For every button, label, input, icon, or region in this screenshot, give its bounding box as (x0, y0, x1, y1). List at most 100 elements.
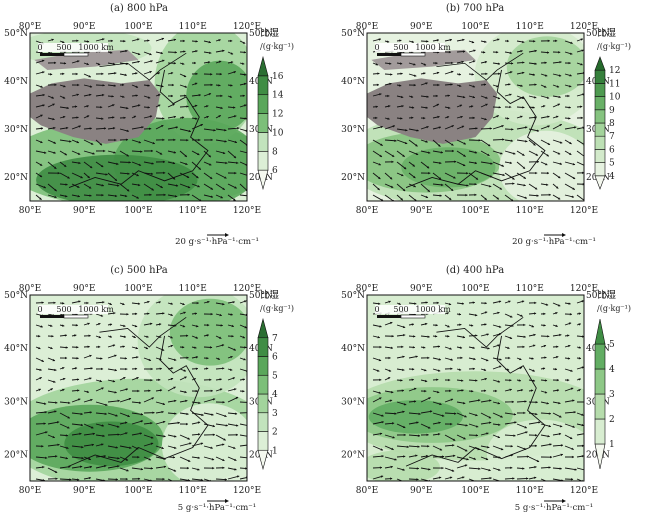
flux-vectors (372, 300, 584, 481)
colorbar: 比湿 /(g·kg⁻¹) 4 5 6 7 8 9 10 11 12 (594, 27, 631, 190)
lon-tick-bottom: 120°E (570, 206, 598, 216)
lon-tick-top: 80°E (356, 284, 379, 294)
lon-tick-bottom: 90°E (410, 486, 433, 496)
lon-tick-bottom: 110°E (179, 486, 207, 496)
scale-bar: 0 500 1000 km (374, 43, 451, 57)
lat-tick-left: 30°N (341, 125, 365, 135)
scale-label-0: 0 (37, 43, 42, 52)
colorbar: 比湿 /(g·kg⁻¹) 1 2 3 4 5 6 7 (257, 289, 294, 471)
border-line (436, 316, 524, 348)
map-frame (29, 294, 248, 482)
colorbar-unit: /(g·kg⁻¹) (597, 42, 631, 51)
colorbar-tick: 16 (272, 72, 284, 82)
colorbar-tick: 4 (272, 390, 278, 400)
lat-tick-right: 50°N (249, 291, 273, 301)
scale-label-500: 500 (393, 43, 408, 52)
lon-tick-top: 100°E (461, 284, 489, 294)
colorbar-tick: 11 (609, 79, 620, 89)
colorbar-tick: 7 (272, 334, 278, 344)
colorbar-unit: /(g·kg⁻¹) (260, 304, 294, 313)
colorbar-tick: 8 (609, 119, 615, 129)
lon-tick-bottom: 90°E (73, 206, 96, 216)
plateau-mask (30, 78, 161, 144)
map-frame (366, 294, 585, 482)
lat-tick-left: 20°N (4, 450, 28, 460)
colorbar-tick: 10 (609, 93, 621, 103)
colorbar-tick: 10 (272, 128, 284, 138)
reference-vector: 20 g·s⁻¹·hPa⁻¹·cm⁻¹ (175, 233, 259, 247)
scale-bar: 0 500 1000 km (37, 305, 114, 319)
plateau-mask (367, 78, 498, 144)
panel-title: (a) 800 hPa (110, 3, 168, 14)
map-panel: (b) 700 hPa 0 500 1000 km 80°E 80°E 90°E 90°E 10… (341, 3, 631, 247)
border-line (99, 52, 187, 81)
colorbar-tick: 14 (272, 91, 284, 101)
lon-tick-top: 100°E (461, 22, 489, 32)
map-area (367, 295, 584, 481)
scale-bar: 0 500 1000 km (374, 305, 451, 319)
colorbar-tick: 7 (609, 132, 615, 142)
colorbar: 比湿 /(g·kg⁻¹) 1 2 3 4 5 (594, 289, 631, 470)
colorbar-tick: 8 (272, 147, 278, 157)
lat-tick-left: 40°N (4, 344, 28, 354)
colorbar-tick: 3 (272, 409, 278, 419)
lon-tick-top: 100°E (124, 284, 152, 294)
lon-tick-top: 120°E (233, 284, 261, 294)
reference-vector: 5 g·s⁻¹·hPa⁻¹·cm⁻¹ (515, 499, 593, 513)
lat-tick-left: 20°N (341, 173, 365, 183)
lon-tick-bottom: 120°E (570, 486, 598, 496)
lat-tick-left: 30°N (341, 397, 365, 407)
lon-tick-top: 80°E (19, 22, 42, 32)
lat-tick-left: 50°N (4, 29, 28, 39)
map-frame (366, 32, 585, 202)
basin-mask (371, 49, 476, 70)
lon-tick-top: 100°E (124, 22, 152, 32)
lat-tick-left: 30°N (4, 397, 28, 407)
map-panel: (a) 800 hPa 0 500 1000 km 80°E 80°E 90°E 90°E 10… (4, 3, 294, 247)
lon-tick-bottom: 80°E (19, 486, 42, 496)
scale-label-500: 500 (56, 305, 71, 314)
lon-tick-bottom: 80°E (356, 206, 379, 216)
scale-label-500: 500 (56, 43, 71, 52)
scale-label-1000: 1000 km (415, 305, 451, 314)
colorbar-tick: 1 (609, 440, 615, 450)
colorbar-tick: 5 (609, 340, 615, 350)
colorbar-tick: 4 (609, 172, 615, 182)
scale-label-1000: 1000 km (78, 43, 114, 52)
map-frame (29, 32, 248, 202)
lat-tick-left: 30°N (4, 125, 28, 135)
colorbar-tick: 1 (272, 446, 278, 456)
reference-vector-label: 20 g·s⁻¹·hPa⁻¹·cm⁻¹ (512, 237, 596, 247)
reference-vector: 5 g·s⁻¹·hPa⁻¹·cm⁻¹ (178, 499, 256, 513)
lon-tick-top: 120°E (233, 22, 261, 32)
lon-tick-bottom: 90°E (410, 206, 433, 216)
colorbar-tick: 6 (272, 166, 278, 176)
map-area (30, 33, 247, 201)
scale-label-1000: 1000 km (415, 43, 451, 52)
panel-title: (c) 500 hPa (110, 265, 168, 276)
lat-tick-left: 50°N (341, 29, 365, 39)
lon-tick-top: 110°E (179, 284, 207, 294)
lon-tick-bottom: 90°E (73, 486, 96, 496)
scale-label-0: 0 (37, 305, 42, 314)
border-line (436, 52, 524, 81)
colorbar-title: 比湿 (260, 27, 280, 39)
basin-mask (34, 49, 139, 70)
lat-tick-left: 50°N (341, 291, 365, 301)
lat-tick-left: 20°N (341, 450, 365, 460)
lat-tick-left: 40°N (341, 77, 365, 87)
lat-tick-right: 50°N (249, 29, 273, 39)
lon-tick-top: 80°E (19, 284, 42, 294)
lon-tick-bottom: 100°E (124, 206, 152, 216)
scale-label-0: 0 (374, 43, 379, 52)
scale-label-500: 500 (393, 305, 408, 314)
lon-tick-top: 120°E (570, 284, 598, 294)
lon-tick-bottom: 120°E (233, 206, 261, 216)
panel-title: (d) 400 hPa (446, 265, 504, 276)
lon-tick-top: 90°E (410, 22, 433, 32)
lat-tick-left: 40°N (4, 77, 28, 87)
colorbar-tick: 3 (609, 390, 615, 400)
